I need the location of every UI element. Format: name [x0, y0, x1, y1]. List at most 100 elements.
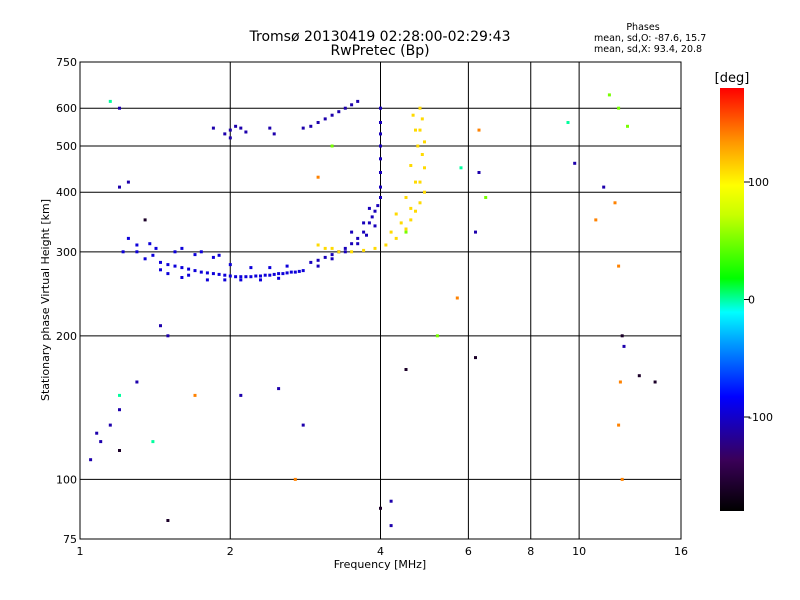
- data-point: [108, 423, 112, 427]
- data-point: [89, 458, 93, 462]
- data-point: [277, 272, 281, 276]
- data-point: [373, 246, 377, 250]
- data-point: [337, 250, 341, 254]
- data-point: [293, 477, 297, 481]
- data-point: [566, 121, 570, 124]
- data-point: [217, 272, 221, 276]
- data-point: [166, 272, 170, 276]
- data-point: [249, 266, 253, 270]
- data-point: [316, 175, 320, 179]
- data-point: [418, 201, 422, 205]
- data-point: [239, 393, 243, 397]
- data-point: [617, 423, 621, 427]
- data-point: [143, 257, 147, 261]
- data-point: [350, 103, 354, 107]
- data-point: [193, 253, 197, 257]
- data-point: [379, 185, 382, 189]
- data-point: [367, 221, 371, 225]
- data-point: [180, 276, 184, 279]
- y-tick-label: 200: [56, 330, 77, 343]
- chart-title: Tromsø 20130419 02:28:00-02:29:43: [249, 29, 511, 45]
- data-point: [289, 270, 293, 274]
- colorbar-tick-label: -100: [748, 411, 773, 424]
- data-point: [193, 393, 197, 397]
- data-point: [330, 253, 334, 257]
- data-point: [404, 196, 408, 199]
- data-point: [414, 209, 417, 213]
- y-tick-label: 75: [63, 533, 77, 546]
- stats-heading: Phases: [626, 22, 659, 33]
- y-tick-label: 750: [56, 56, 77, 69]
- data-point: [223, 273, 227, 277]
- data-point: [259, 274, 262, 278]
- data-point: [414, 128, 417, 132]
- data-point: [350, 230, 354, 234]
- data-point: [379, 157, 382, 161]
- data-point: [365, 233, 368, 237]
- data-point: [379, 121, 382, 124]
- colorbar-ticks: 100 0 -100: [744, 176, 773, 424]
- data-point: [356, 242, 360, 246]
- data-point: [356, 99, 360, 103]
- data-point: [316, 258, 320, 262]
- data-point: [309, 260, 313, 264]
- data-point: [228, 263, 232, 267]
- data-point: [362, 230, 366, 234]
- data-point: [99, 440, 103, 444]
- data-point: [459, 166, 463, 170]
- data-point: [474, 230, 477, 234]
- data-point: [411, 113, 415, 117]
- data-point: [477, 171, 481, 174]
- y-tick-label: 100: [56, 473, 77, 486]
- y-tick-label: 500: [56, 140, 77, 153]
- data-point: [418, 180, 422, 184]
- y-tick-label: 400: [56, 186, 77, 199]
- data-point: [118, 393, 121, 397]
- data-point: [613, 201, 617, 205]
- colorbar: [720, 88, 744, 511]
- data-point: [151, 440, 155, 444]
- data-point: [301, 423, 305, 427]
- data-point: [394, 212, 398, 216]
- chart-subtitle: RwPretec (Bp): [330, 43, 429, 59]
- data-point: [323, 117, 327, 121]
- data-point: [211, 272, 215, 276]
- data-point: [409, 218, 413, 222]
- colorbar-label: [deg]: [715, 71, 750, 86]
- colorbar-tick-label: 0: [748, 294, 755, 307]
- data-point: [343, 106, 347, 110]
- data-point: [166, 519, 170, 522]
- data-point: [118, 449, 121, 452]
- data-point: [617, 106, 621, 110]
- data-point: [277, 387, 281, 391]
- data-point: [187, 267, 191, 271]
- data-point: [293, 270, 297, 274]
- data-point: [151, 253, 155, 257]
- y-axis-ticks: 75 100 200 300 400 500 600 750: [56, 56, 77, 546]
- data-point: [379, 506, 382, 510]
- data-point: [126, 236, 130, 240]
- data-point: [239, 278, 243, 282]
- x-tick-label: 2: [227, 545, 234, 558]
- data-point: [409, 206, 413, 210]
- data-point: [404, 227, 408, 231]
- data-point: [455, 296, 459, 300]
- data-point: [414, 180, 417, 184]
- data-point: [263, 273, 267, 277]
- data-point: [626, 124, 629, 128]
- data-point: [404, 230, 408, 234]
- data-point: [379, 144, 382, 148]
- x-tick-label: 16: [674, 545, 688, 558]
- data-point: [376, 204, 380, 208]
- y-tick-label: 600: [56, 102, 77, 115]
- data-point: [379, 132, 382, 136]
- stats-o-line: mean, sd,O: -87.6, 15.7: [594, 33, 706, 44]
- data-point: [474, 356, 477, 360]
- data-point: [330, 257, 334, 261]
- data-point: [272, 132, 276, 136]
- data-point: [159, 268, 162, 272]
- data-point: [244, 275, 248, 279]
- data-point: [343, 250, 347, 254]
- data-point: [239, 126, 243, 130]
